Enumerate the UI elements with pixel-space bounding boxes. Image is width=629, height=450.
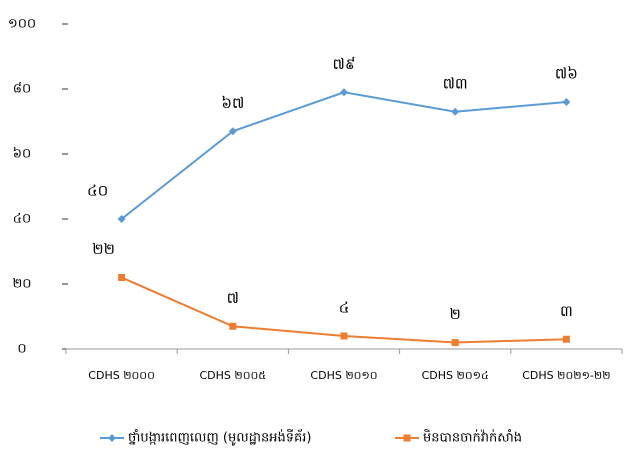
marker	[118, 274, 126, 281]
y-tick-label: ៤០	[13, 212, 31, 227]
marker	[228, 127, 237, 136]
marker	[340, 88, 348, 97]
data-label: ៤០	[87, 182, 108, 200]
data-label: ៧៦	[555, 65, 578, 83]
marker	[562, 98, 571, 106]
data-label: ៧៩	[333, 55, 356, 73]
x-tick-label: CDHS ២០០៥	[200, 369, 267, 382]
data-label: ៦៧	[221, 94, 244, 112]
data-label: ៤	[339, 299, 350, 317]
data-label: ៣	[560, 302, 573, 320]
legend-marker	[108, 434, 116, 442]
y-tick-label: ៦០	[13, 147, 31, 162]
x-tick-label: CDHS ២០១០	[310, 369, 377, 382]
marker	[451, 107, 460, 116]
legend-label: ថ្នាំបង្ការពេញលេញ (មូលដ្ឋានអង់ទីគ័រ)	[128, 429, 311, 447]
data-label: ២២	[92, 240, 115, 258]
marker	[117, 215, 126, 223]
marker	[229, 322, 237, 330]
y-tick-label: ៨០	[13, 82, 31, 97]
marker	[340, 332, 348, 340]
legend-marker	[403, 434, 411, 442]
x-tick-label: CDHS ២០១៤	[422, 369, 489, 382]
marker	[451, 339, 459, 346]
series-line	[120, 91, 567, 220]
data-label: ៧	[227, 289, 239, 307]
y-tick-label: ១០០	[8, 17, 36, 32]
y-tick-label: ០	[17, 342, 26, 357]
data-label: ៧៣	[443, 74, 468, 92]
x-tick-label: CDHS ២០២១-២២	[522, 369, 610, 382]
x-tick-label: CDHS ២០០០	[88, 369, 155, 382]
data-label: ២	[450, 305, 461, 323]
marker	[562, 335, 570, 343]
legend-label: មិនបានចាក់វ៉ាក់សាំង	[423, 429, 522, 446]
y-tick-label: ២០	[12, 277, 31, 292]
